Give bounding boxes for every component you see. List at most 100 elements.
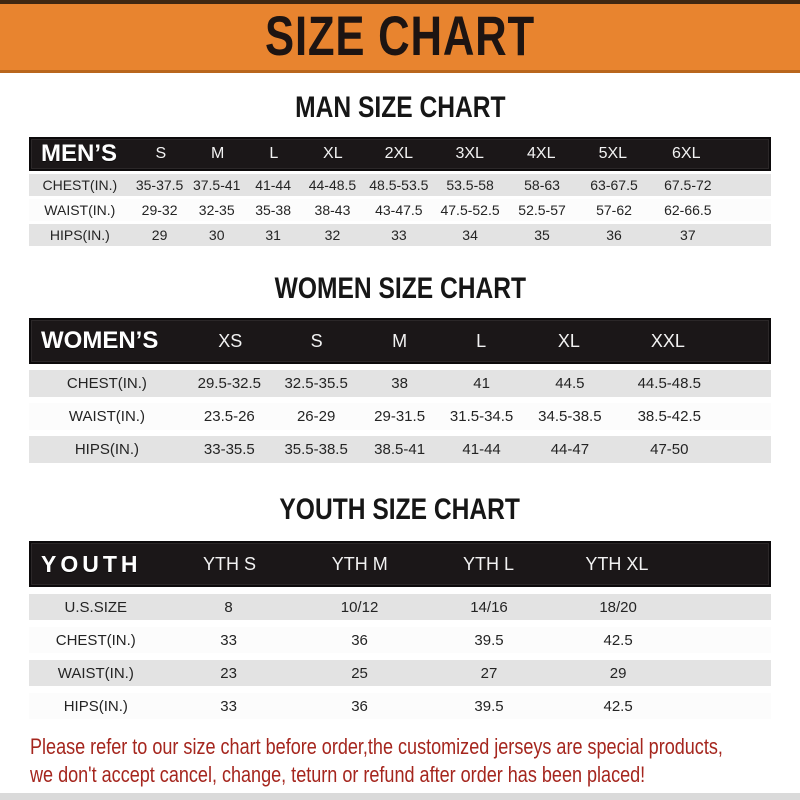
size-value: 38.5-42.5 (637, 408, 701, 425)
men-table-rows: CHEST(IN.) 35-37.5 37.5-41 41-44 44-48.5 48.5… (29, 174, 771, 246)
size-value: 41-44 (462, 441, 501, 458)
women-table-header-bar: WOMEN’S XS S M L XL XXL (29, 318, 771, 364)
table-group-label: WOMEN’S (41, 327, 159, 354)
row-label: CHEST(IN.) (42, 177, 118, 193)
row-label: CHEST(IN.) (66, 375, 147, 392)
size-value: 37.5-41 (192, 177, 241, 193)
size-column-header: L (269, 145, 279, 162)
row-label: HIPS(IN.) (49, 227, 110, 243)
size-value: 47-50 (650, 441, 689, 458)
women-section-heading: WOMEN SIZE CHART (274, 272, 526, 305)
size-value: 38.5-41 (374, 441, 426, 458)
size-value: 34.5-38.5 (538, 408, 602, 425)
size-column-header: 2XL (384, 145, 414, 162)
size-value: 43-47.5 (375, 202, 423, 218)
women-section-heading-wrap: WOMEN SIZE CHART (29, 246, 771, 318)
table-row: CHEST(IN.) 29.5-32.5 32.5-35.5 38 41 44.5 44.5… (29, 370, 771, 397)
size-value: 63-67.5 (590, 177, 638, 193)
size-value: 33 (220, 697, 237, 715)
table-group-label: MEN’S (41, 140, 118, 167)
size-value: 23 (220, 664, 237, 682)
size-column-header: YTH XL (585, 553, 649, 574)
row-label: WAIST(IN.) (57, 664, 134, 682)
size-value: 36 (351, 631, 368, 649)
size-value: 53.5-58 (446, 177, 494, 193)
youth-size-chart-section: YOUTH SIZE CHART YOUTH YTH S YTH M YTH L YTH… (29, 463, 771, 719)
row-label: HIPS(IN.) (63, 697, 128, 715)
size-column-header: XL (557, 330, 580, 351)
disclaimer-line-1: Please refer to our size chart before or… (30, 734, 723, 759)
size-value: 34 (462, 227, 478, 243)
size-value: 25 (351, 664, 368, 682)
men-section-heading: MAN SIZE CHART (294, 91, 506, 124)
youth-table-rows: U.S.SIZE 8 10/12 14/16 18/20 CHEST(IN.) 33 36 39… (29, 594, 771, 719)
banner-title: SIZE CHART (265, 4, 535, 67)
youth-section-heading-wrap: YOUTH SIZE CHART (29, 463, 771, 541)
youth-table-header-bar: YOUTH YTH S YTH M YTH L YTH XL (29, 541, 771, 587)
size-column-header: YTH L (463, 553, 515, 574)
size-value: 30 (208, 227, 225, 243)
table-row: HIPS(IN.) 33 36 39.5 42.5 (29, 693, 771, 719)
row-label: HIPS(IN.) (74, 441, 139, 458)
women-size-chart-section: WOMEN SIZE CHART WOMEN’S XS S M L XL XXL CHEST… (29, 246, 771, 463)
size-value: 36 (606, 227, 622, 243)
size-value: 10/12 (340, 598, 379, 616)
size-value: 32.5-35.5 (284, 375, 348, 392)
size-column-header: 5XL (598, 145, 628, 162)
size-value: 33 (220, 631, 237, 649)
size-column-header: 3XL (455, 145, 484, 162)
size-value: 52.5-57 (518, 202, 566, 218)
size-value: 29-32 (141, 202, 178, 218)
size-value: 39.5 (474, 631, 504, 649)
size-column-header: M (211, 145, 225, 162)
row-label: WAIST(IN.) (68, 408, 145, 425)
size-value: 42.5 (603, 631, 633, 649)
men-size-chart-section: MAN SIZE CHART MEN’S S M L XL 2XL 3XL 4XL 5XL 6XL… (29, 73, 771, 246)
size-value: 18/20 (599, 598, 637, 616)
size-column-header: XXL (650, 330, 685, 351)
size-value: 8 (224, 598, 233, 616)
size-value: 29.5-32.5 (197, 375, 262, 392)
women-table-rows: CHEST(IN.) 29.5-32.5 32.5-35.5 38 41 44.5 44.5… (29, 370, 771, 463)
size-value: 33-35.5 (203, 441, 255, 458)
size-value: 58-63 (524, 177, 560, 193)
youth-section-heading: YOUTH SIZE CHART (279, 493, 521, 526)
size-value: 39.5 (474, 697, 504, 715)
size-value: 35-37.5 (135, 177, 184, 193)
size-value: 29 (609, 664, 627, 682)
size-column-header: YTH S (203, 553, 257, 574)
size-value: 44-48.5 (308, 177, 357, 193)
size-value: 14/16 (470, 598, 508, 616)
size-value: 29 (151, 227, 168, 243)
size-value: 31.5-34.5 (449, 408, 514, 425)
size-column-header: XL (323, 145, 343, 162)
size-value: 41-44 (255, 177, 291, 193)
size-column-header: L (476, 330, 487, 351)
table-row: WAIST(IN.) 23.5-26 26-29 29-31.5 31.5-34.5 34… (29, 403, 771, 430)
table-row: CHEST(IN.) 33 36 39.5 42.5 (29, 627, 771, 653)
row-label: WAIST(IN.) (44, 202, 116, 218)
size-value: 35.5-38.5 (284, 441, 348, 458)
size-value: 35-38 (255, 202, 291, 218)
table-row: HIPS(IN.) 33-35.5 35.5-38.5 38.5-41 41-44 44-… (29, 436, 771, 463)
size-value: 29-31.5 (374, 408, 426, 425)
size-value: 35 (534, 227, 550, 243)
size-value: 31 (265, 227, 281, 243)
row-label: CHEST(IN.) (55, 631, 136, 649)
size-column-header: M (392, 330, 408, 351)
table-row: WAIST(IN.) 23 25 27 29 (29, 660, 771, 686)
size-value: 33 (391, 227, 407, 243)
size-value: 44.5-48.5 (637, 375, 701, 392)
table-row: CHEST(IN.) 35-37.5 37.5-41 41-44 44-48.5 48.5… (29, 174, 771, 196)
table-row: WAIST(IN.) 29-32 32-35 35-38 38-43 43-47.5 47.… (29, 199, 771, 221)
size-value: 67.5-72 (664, 177, 712, 193)
size-value: 38-43 (314, 202, 351, 218)
size-value: 44.5 (555, 375, 585, 392)
men-section-heading-wrap: MAN SIZE CHART (29, 73, 771, 137)
disclaimer: Please refer to our size chart before or… (30, 733, 800, 789)
bottom-edge-strip (0, 793, 800, 800)
size-column-header: YTH M (331, 553, 388, 574)
size-value: 32-35 (198, 202, 235, 218)
size-column-header: XS (218, 330, 243, 351)
size-column-header: 6XL (672, 145, 701, 162)
